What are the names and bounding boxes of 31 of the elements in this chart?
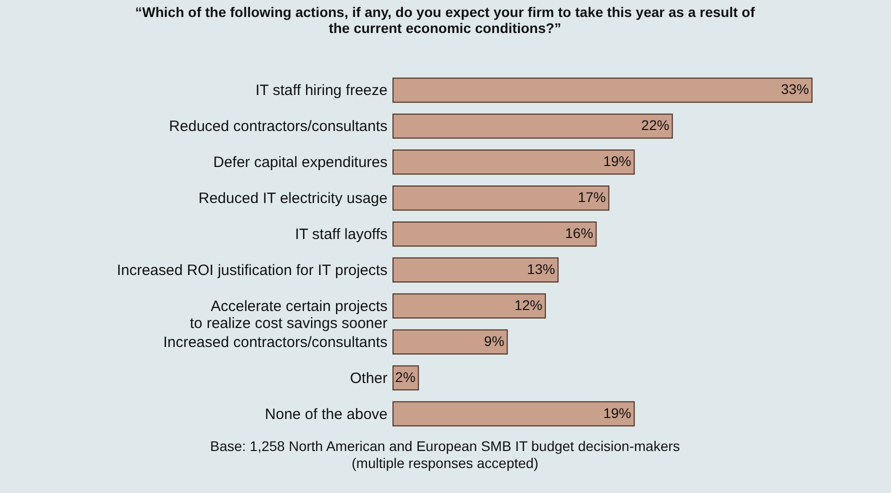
- data-label: 9%: [484, 332, 504, 349]
- y-tick-label: Defer capital expenditures: [213, 154, 388, 172]
- chart-title: “Which of the following actions, if any, do you expect your firm to take this year as a result of the current economic conditions?”: [135, 4, 756, 36]
- y-tick-label: Other: [350, 370, 388, 387]
- y-tick-label: Reduced contractors/consultants: [169, 118, 388, 136]
- y-tick-label: Increased ROI justification for IT projects: [116, 262, 388, 279]
- data-label: 12%: [514, 296, 542, 313]
- bar: [392, 221, 597, 247]
- data-label: 33%: [780, 81, 809, 98]
- bar: [392, 257, 559, 283]
- y-tick-label: IT staff layoffs: [294, 226, 388, 244]
- data-label: 19%: [603, 153, 632, 170]
- bar: [392, 186, 610, 211]
- text: Base: 1,258 North American and European SMB IT budget decision-makers (multiple responses accepted): [210, 438, 680, 471]
- data-label: 13%: [527, 260, 556, 277]
- y-tick-label: None of the above: [264, 406, 388, 423]
- bar: [392, 293, 546, 318]
- bar: [392, 329, 508, 354]
- y-tick-label: Accelerate certain projects to realize cost savings sooner: [190, 298, 388, 332]
- bar: [392, 78, 812, 103]
- bar: [392, 401, 635, 426]
- y-tick-label: Increased contractors/consultants: [163, 334, 388, 351]
- bar: [392, 150, 635, 175]
- data-label: 16%: [565, 225, 594, 242]
- data-label: 22%: [641, 117, 670, 134]
- data-label: 17%: [578, 189, 606, 206]
- bar: [392, 114, 673, 139]
- y-tick-label: IT staff hiring freeze: [255, 82, 388, 100]
- data-label: 2%: [395, 368, 416, 385]
- y-tick-label: Reduced IT electricity usage: [198, 190, 388, 208]
- data-label: 19%: [603, 404, 632, 421]
